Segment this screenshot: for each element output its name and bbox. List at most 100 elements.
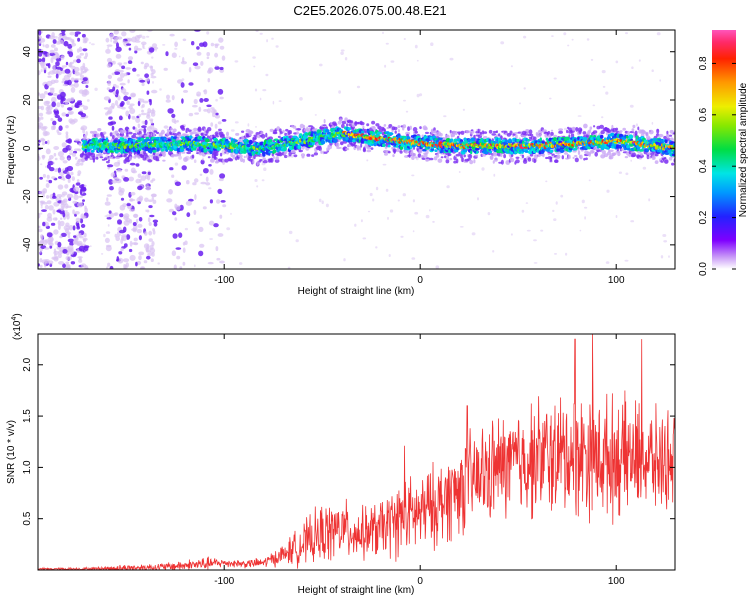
- spectrogram-cell: [78, 232, 82, 238]
- spectrogram-cell: [386, 134, 390, 138]
- spectrogram-cell: [515, 159, 520, 164]
- spectrogram-cell: [197, 127, 202, 132]
- spectrogram-cell: [306, 153, 311, 157]
- spectrogram-cell: [104, 237, 110, 243]
- spectrogram-cell: [473, 159, 476, 164]
- spectrogram-cell: [57, 253, 62, 259]
- spectrogram-cell: [60, 99, 64, 105]
- spectrogram-cell: [118, 115, 123, 121]
- spectrogram-cell: [103, 107, 110, 110]
- spectrogram-cell: [611, 124, 614, 130]
- spectrogram-cell: [173, 264, 177, 269]
- spectrogram-cell: [51, 176, 56, 179]
- spectrogram-cell: [56, 102, 61, 108]
- spectrogram-cell: [624, 259, 629, 262]
- spectrogram-cell: [436, 154, 440, 158]
- spectrogram-cell: [301, 156, 305, 159]
- spectrogram-cell: [629, 104, 634, 108]
- spectrogram-cell: [618, 171, 623, 174]
- spectrogram-cell: [222, 137, 227, 141]
- spectrogram-cell: [95, 156, 99, 160]
- spectrogram-cell: [146, 35, 150, 38]
- spectrogram-cell: [479, 131, 482, 135]
- spectrogram-cell: [179, 143, 183, 146]
- spectrogram-cell: [177, 79, 183, 84]
- spectrogram-cell: [150, 75, 157, 79]
- spectrogram-cell: [646, 137, 652, 140]
- spectrogram-cell: [48, 242, 52, 245]
- spectrogram-cell: [196, 94, 200, 97]
- spectrogram-cell: [145, 183, 149, 188]
- spectrogram-cell: [542, 153, 545, 158]
- spectrogram-cell: [53, 152, 57, 157]
- colorbar: 0.00.20.40.60.8 Normalized spectral ampl…: [698, 30, 749, 276]
- spectrogram-cell: [285, 128, 289, 132]
- spectrogram-cell: [38, 155, 41, 161]
- spectrogram-cell: [106, 160, 110, 164]
- spectrogram-cell: [44, 204, 49, 210]
- spectrogram-cell: [430, 42, 434, 46]
- spectrogram-cell: [46, 195, 50, 199]
- spectrogram-cell: [49, 245, 53, 249]
- spectrogram-cell: [146, 126, 153, 132]
- spectrogram-cell: [662, 234, 667, 237]
- colorbar-tick-label: 0.4: [698, 159, 709, 173]
- spectrogram-cell: [460, 130, 465, 135]
- spectrogram-cell: [153, 222, 158, 227]
- spectrogram-cell: [123, 243, 128, 248]
- spectrogram-cell: [210, 42, 215, 47]
- spectrogram-cell: [206, 31, 210, 35]
- spectrogram-cell: [65, 125, 69, 129]
- snr-y-ticks: 0.51.01.52.0: [22, 357, 675, 526]
- spectrogram-cell: [504, 139, 508, 143]
- spectrogram-cell: [140, 61, 144, 65]
- spectrogram-cell: [219, 260, 225, 264]
- spectrogram-cell: [90, 149, 95, 153]
- spectrogram-cell: [512, 133, 516, 136]
- spectrogram-cell: [40, 116, 44, 120]
- spectrogram-cell: [450, 138, 454, 142]
- spectrogram-cell: [50, 57, 54, 64]
- spectrogram-cell: [38, 122, 44, 128]
- spectrogram-cell: [60, 104, 65, 108]
- spectrogram-cell: [178, 55, 181, 58]
- spectrogram-cell: [78, 158, 82, 161]
- spectrogram-cell: [107, 108, 113, 114]
- spectrogram-cell: [146, 209, 150, 213]
- spectrogram-cell: [84, 148, 87, 153]
- spectrogram-cell: [62, 178, 66, 181]
- spectrogram-cell: [601, 70, 606, 74]
- spectrogram-cell: [89, 41, 91, 44]
- spectrogram-cell: [152, 199, 157, 204]
- spectrogram-cell: [162, 44, 166, 46]
- spectrogram-cell: [215, 64, 218, 67]
- spectrogram-cell: [134, 127, 138, 134]
- spectrogram-cell: [115, 53, 122, 59]
- spectrogram-cell: [105, 48, 111, 54]
- spectrogram-cell: [563, 32, 567, 36]
- spectrogram-cell: [45, 44, 50, 49]
- spectrogram-cell: [145, 248, 149, 252]
- spectrogram-cell: [52, 68, 59, 75]
- spectrogram-cell: [53, 201, 60, 207]
- spectrogram-cell: [446, 185, 450, 189]
- spectrogram-cell: [129, 198, 134, 202]
- spectrogram-cell: [566, 129, 569, 134]
- spectrogram-cell: [47, 212, 52, 219]
- spectrogram-cell: [82, 62, 86, 69]
- spectrogram-cell: [57, 39, 64, 45]
- spectrogram-cell: [196, 221, 200, 224]
- spectrogram-cell: [140, 175, 147, 181]
- spectrogram-cell: [106, 57, 113, 63]
- spectrogram-cell: [253, 65, 256, 68]
- spectrogram-cell: [133, 237, 138, 242]
- spectrogram-cell: [81, 263, 87, 268]
- spectrogram-x-tick-label: 0: [417, 275, 423, 286]
- spectrogram-cell: [361, 130, 365, 134]
- spectrogram-cell: [133, 213, 138, 218]
- spectrogram-cell: [583, 157, 586, 161]
- spectrogram-cell: [108, 179, 114, 185]
- spectrogram-cell: [487, 212, 491, 216]
- spectrogram-cell: [664, 139, 668, 144]
- spectrogram-cell: [333, 123, 338, 127]
